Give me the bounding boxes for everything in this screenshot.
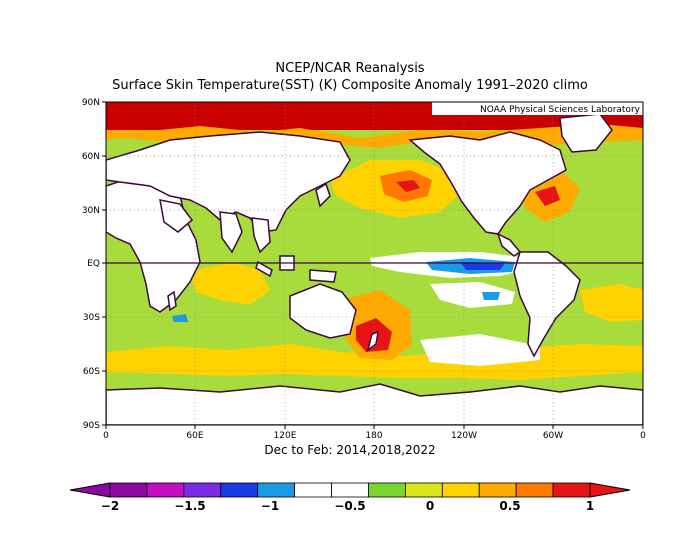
colorbar-label: −2 bbox=[101, 499, 119, 513]
colorbar-arrow-right bbox=[589, 482, 631, 498]
anomaly-field: NOAA Physical Sciences Laboratory bbox=[106, 102, 643, 425]
central-america bbox=[496, 232, 522, 257]
north-america bbox=[408, 131, 567, 235]
colorbar-swatch bbox=[257, 482, 296, 498]
lon-label-360: 0 bbox=[640, 431, 646, 441]
south-atlantic-warm bbox=[580, 284, 643, 322]
lon-label-60w: 60W bbox=[543, 431, 563, 441]
lat-label-60n: 60N bbox=[82, 152, 100, 162]
colorbar-label: 0 bbox=[426, 499, 434, 513]
japan bbox=[315, 182, 331, 208]
madagascar bbox=[167, 290, 177, 312]
southern-neutral bbox=[420, 334, 540, 366]
colorbar-swatches bbox=[69, 482, 631, 498]
colorbar-arrow-left bbox=[69, 482, 111, 498]
colorbar-swatch bbox=[368, 482, 406, 498]
chart-subtitle: Surface Skin Temperature(SST) (K) Compos… bbox=[112, 78, 588, 93]
lat-label-30s: 30S bbox=[83, 313, 100, 323]
colorbar-swatch bbox=[331, 482, 369, 498]
lat-axis: 90N 60N 30N EQ 30S 60S 90S bbox=[82, 98, 106, 431]
new-zealand bbox=[366, 330, 379, 352]
colorbar-swatch bbox=[220, 482, 259, 498]
colorbar-labels: −2 −1.5 −1 −0.5 0 0.5 1 bbox=[101, 499, 594, 513]
credit-box bbox=[432, 102, 643, 115]
colorbar-label: 0.5 bbox=[499, 499, 520, 513]
indian-ocean-warm bbox=[190, 262, 270, 305]
arabia bbox=[159, 199, 194, 233]
sumatra bbox=[255, 260, 273, 278]
colorbar-label: −1 bbox=[261, 499, 279, 513]
season-label: Dec to Feb: 2014,2018,2022 bbox=[264, 443, 436, 457]
colorbar-label: −1.5 bbox=[174, 499, 205, 513]
new-guinea bbox=[309, 269, 337, 283]
indochina bbox=[251, 217, 271, 254]
cold-tongue-core bbox=[460, 262, 505, 270]
lon-axis: 0 60E 120E 180 120W 60W 0 bbox=[103, 425, 646, 441]
colorbar-label: 1 bbox=[586, 499, 594, 513]
colorbar-swatch bbox=[478, 482, 517, 498]
lon-label-120w: 120W bbox=[451, 431, 477, 441]
eurasia bbox=[106, 131, 351, 233]
lon-label-60e: 60E bbox=[186, 431, 203, 441]
lat-label-60s: 60S bbox=[83, 367, 100, 377]
colorbar-label: −0.5 bbox=[334, 499, 365, 513]
colorbar-swatch bbox=[404, 482, 443, 498]
colorbar-swatch bbox=[183, 482, 222, 498]
colorbar-swatch bbox=[294, 482, 332, 498]
land-masses bbox=[106, 113, 643, 425]
credit-text: NOAA Physical Sciences Laboratory bbox=[480, 105, 641, 115]
chart-title: NCEP/NCAR Reanalysis bbox=[275, 61, 425, 76]
colorbar-swatch bbox=[146, 482, 185, 498]
colorbar-swatch bbox=[441, 482, 480, 498]
colorbar: −2 −1.5 −1 −0.5 0 0.5 1 bbox=[69, 482, 631, 513]
gulf-stream-hot bbox=[535, 186, 560, 206]
lon-label-120e: 120E bbox=[274, 431, 297, 441]
australia bbox=[289, 283, 357, 339]
lat-label-eq: EQ bbox=[87, 259, 100, 269]
grid-lines bbox=[106, 102, 643, 425]
se-pacific-neutral bbox=[430, 282, 515, 308]
lon-label-180: 180 bbox=[365, 431, 382, 441]
north-pacific-hot-core bbox=[396, 180, 420, 192]
lat-label-30n: 30N bbox=[82, 206, 100, 216]
india bbox=[219, 211, 243, 254]
lon-label-0: 0 bbox=[103, 431, 109, 441]
indian-ocean-cold bbox=[172, 314, 188, 322]
se-pacific-cold bbox=[482, 292, 500, 300]
lat-label-90n: 90N bbox=[82, 98, 100, 108]
lat-label-90s: 90S bbox=[83, 421, 100, 431]
south-america bbox=[513, 251, 581, 358]
colorbar-swatch bbox=[552, 482, 591, 498]
antarctica bbox=[106, 383, 643, 425]
colorbar-swatch bbox=[515, 482, 554, 498]
colorbar-swatch bbox=[109, 482, 148, 498]
